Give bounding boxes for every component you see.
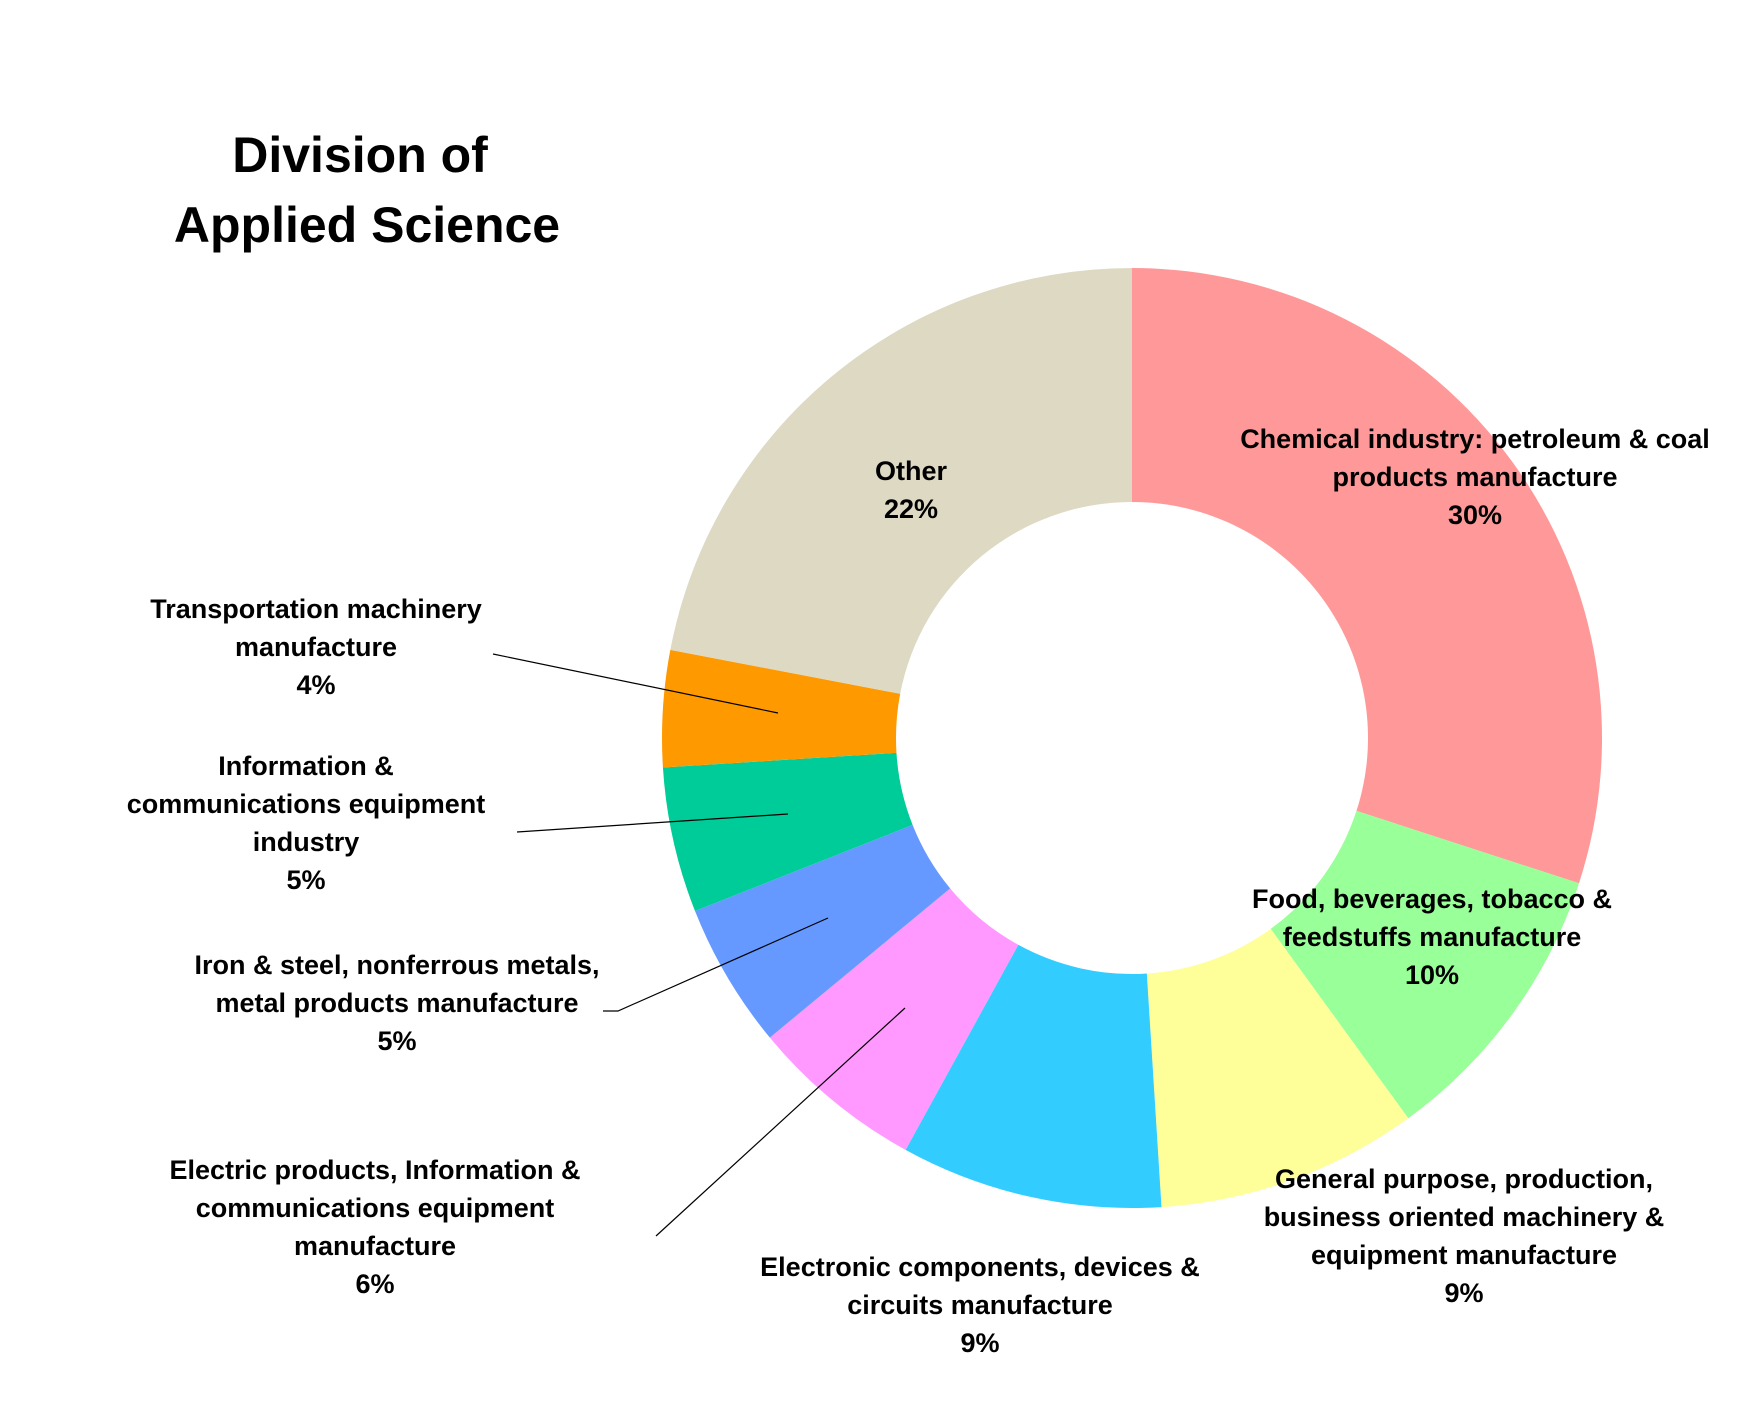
- slice-iron-steel-nonferrous-metals-metal-products-manufacture: [695, 824, 951, 1038]
- data-label-line: Iron & steel, nonferrous metals,: [194, 950, 599, 980]
- slice-chemical-industry-petroleum-coal-products-manufacture: [1132, 268, 1602, 884]
- data-label-line: circuits manufacture: [847, 1290, 1113, 1320]
- data-label-percent: 30%: [1448, 500, 1502, 530]
- data-label-electronic-components-devices-circuits-manufacture: Electronic components, devices & circuits…: [760, 1252, 1200, 1358]
- data-label-line: Chemical industry: petroleum & coal: [1240, 424, 1710, 454]
- leader-line-electric-products-information-communications-equipment-manufacture: [655, 1007, 906, 1237]
- data-label-line: Information &: [218, 751, 394, 781]
- data-label-transportation-machinery-manufacture: Transportation machinery manufacture 4%: [150, 594, 482, 700]
- chart-title-line-2: Applied Science: [174, 197, 560, 253]
- data-label-chemical-industry-petroleum-coal-products-manufacture: Chemical industry: petroleum & coal produ…: [1240, 424, 1710, 530]
- data-label-electric-products-information-communications-equipment-manufacture: Electric products, Information & communic…: [169, 1155, 580, 1299]
- data-label-line: equipment manufacture: [1311, 1240, 1617, 1270]
- data-labels: Chemical industry: petroleum & coal produ…: [127, 424, 1710, 1358]
- data-label-percent: 5%: [377, 1026, 416, 1056]
- data-label-percent: 9%: [1444, 1278, 1483, 1308]
- data-label-line: General purpose, production,: [1275, 1164, 1653, 1194]
- data-label-other: Other 22%: [875, 456, 948, 524]
- data-label-general-purpose-production-business-oriented-machinery-equipment-manufacture: General purpose, production, business ori…: [1264, 1164, 1665, 1308]
- data-label-line: Transportation machinery: [150, 594, 482, 624]
- chart-title: Division of Applied Science: [174, 127, 560, 253]
- chart-title-line-1: Division of: [232, 127, 488, 183]
- data-label-line: Electronic components, devices &: [760, 1252, 1200, 1282]
- donut-slices: [662, 268, 1602, 1208]
- slice-other: [670, 268, 1132, 694]
- data-label-food-beverages-tobacco-feedstuffs-manufacture: Food, beverages, tobacco & feedstuffs man…: [1252, 884, 1612, 990]
- slice-information-communications-equipment-industry: [662, 752, 913, 912]
- data-label-percent: 6%: [355, 1269, 394, 1299]
- slice-transportation-machinery-manufacture: [662, 649, 901, 768]
- data-label-percent: 22%: [884, 494, 938, 524]
- data-label-line: metal products manufacture: [215, 988, 578, 1018]
- data-label-line: communications equipment: [127, 789, 486, 819]
- data-label-line: communications equipment: [196, 1193, 555, 1223]
- data-label-line: Electric products, Information &: [169, 1155, 580, 1185]
- data-label-line: Other: [875, 456, 948, 486]
- data-label-line: feedstuffs manufacture: [1283, 922, 1582, 952]
- data-label-line: manufacture: [235, 632, 397, 662]
- data-label-percent: 4%: [296, 670, 335, 700]
- leader-lines: [492, 653, 906, 1237]
- leader-line-iron-steel-nonferrous-metals-metal-products-manufacture: [603, 917, 829, 1012]
- data-label-line: industry: [253, 827, 360, 857]
- data-label-percent: 9%: [960, 1328, 999, 1358]
- data-label-percent: 10%: [1405, 960, 1459, 990]
- data-label-information-communications-equipment-industry: Information & communications equipment ind…: [127, 751, 486, 895]
- slice-general-purpose-production-business-oriented-machinery-equipment-manufacture: [1146, 928, 1409, 1208]
- data-label-line: products manufacture: [1332, 462, 1617, 492]
- data-label-percent: 5%: [286, 865, 325, 895]
- slice-food-beverages-tobacco-feedstuffs-manufacture: [1270, 810, 1579, 1119]
- data-label-line: Food, beverages, tobacco &: [1252, 884, 1612, 914]
- leader-line-information-communications-equipment-industry: [516, 813, 789, 833]
- leader-line-transportation-machinery-manufacture: [492, 653, 779, 714]
- data-label-iron-steel-nonferrous-metals-metal-products-manufacture: Iron & steel, nonferrous metals, metal pr…: [194, 950, 599, 1056]
- slice-electronic-components-devices-circuits-manufacture: [905, 944, 1162, 1208]
- data-label-line: business oriented machinery &: [1264, 1202, 1665, 1232]
- data-label-line: manufacture: [294, 1231, 456, 1261]
- slice-electric-products-information-communications-equipment-manufacture: [769, 888, 1019, 1150]
